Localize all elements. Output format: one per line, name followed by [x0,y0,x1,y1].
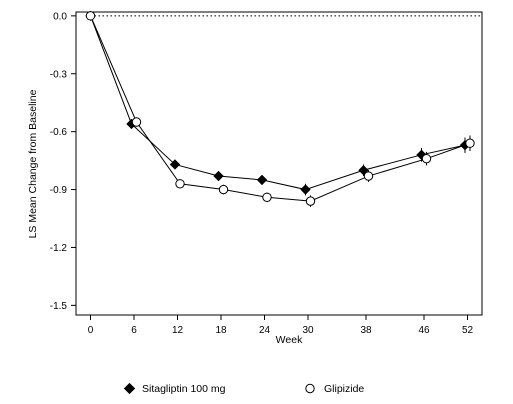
x-tick-label: 12 [172,325,184,336]
y-tick-label: -0.6 [50,127,68,138]
y-axis-title: LS Mean Change from Baseline [27,89,39,238]
legend-marker-sitagliptin [123,382,136,395]
series-line-glipizide [90,15,471,202]
legend-item-sitagliptin: Sitagliptin 100 mg [123,382,226,395]
legend-item-glipizide: Glipizide [305,383,364,395]
y-tick-label: -1.2 [50,243,68,254]
data-point-glipizide [218,184,229,195]
x-tick-label: 0 [88,325,94,336]
x-tick-label: 46 [418,325,430,336]
y-tick-label: 0.0 [53,11,67,22]
data-point-sitagliptin [256,174,268,186]
data-point-glipizide [421,153,432,164]
legend-label-glipizide: Glipizide [324,383,364,395]
plot-frame [75,11,483,316]
x-axis: 0 6 12 18 24 30 38 46 52 [88,315,474,336]
data-point-glipizide [363,171,374,181]
x-tick-label: 18 [215,325,227,336]
data-point-sitagliptin [169,159,181,170]
data-point-sitagliptin [213,170,224,182]
y-axis: 0.0 -0.3 -0.6 -0.9 -1.2 -1.5 [50,11,76,312]
x-axis-title: Week [276,334,303,346]
x-tick-label: 38 [360,325,372,336]
data-point-glipizide [85,11,96,21]
marker-layer [85,10,475,206]
x-tick-label: 6 [131,325,137,336]
data-point-glipizide [131,117,142,127]
x-tick-label: 30 [302,325,314,336]
data-point-sitagliptin [300,184,311,195]
y-tick-label: -0.9 [50,185,68,196]
y-tick-label: -1.5 [50,301,68,312]
legend-marker-glipizide [305,383,315,394]
x-tick-label: 24 [259,325,271,336]
error-bar-layer [131,118,471,207]
legend-label-sitagliptin: Sitagliptin 100 mg [142,383,226,395]
y-tick-label: -0.3 [50,69,68,80]
series-line-layer [90,15,471,202]
data-point-glipizide [465,138,475,148]
legend: Sitagliptin 100 mg Glipizide [123,382,364,395]
x-tick-label: 52 [462,325,474,336]
data-point-glipizide [262,192,272,202]
data-point-glipizide [305,196,316,206]
data-point-glipizide [175,179,185,189]
